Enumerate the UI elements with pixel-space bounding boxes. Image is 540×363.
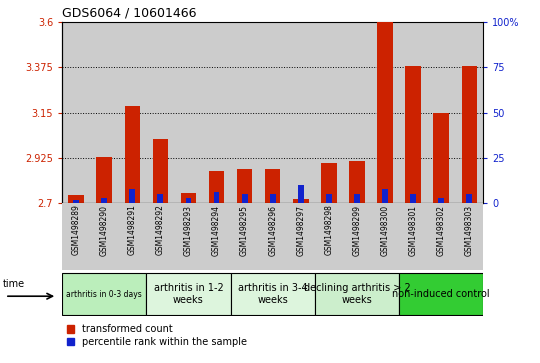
Text: GSM1498298: GSM1498298 [325, 205, 333, 256]
Text: GSM1498290: GSM1498290 [100, 205, 109, 256]
Bar [146, 203, 174, 270]
Bar [293, 199, 308, 203]
Bar [181, 193, 196, 203]
Text: GSM1498292: GSM1498292 [156, 205, 165, 256]
FancyBboxPatch shape [146, 273, 231, 315]
Text: arthritis in 0-3 days: arthritis in 0-3 days [66, 290, 142, 298]
Bar [399, 22, 427, 203]
Bar [287, 203, 315, 270]
Bar [146, 22, 174, 203]
Text: GSM1498299: GSM1498299 [353, 205, 361, 256]
Bar [174, 22, 202, 203]
Bar [62, 22, 90, 203]
Bar [321, 163, 336, 203]
Bar [62, 203, 90, 270]
Bar [427, 203, 455, 270]
FancyBboxPatch shape [399, 273, 483, 315]
Bar [467, 194, 472, 203]
Bar [462, 66, 477, 203]
Bar [270, 194, 275, 203]
Legend: transformed count, percentile rank within the sample: transformed count, percentile rank withi… [67, 324, 247, 347]
Text: GSM1498289: GSM1498289 [72, 205, 80, 256]
Bar [399, 203, 427, 270]
Bar [237, 169, 252, 203]
Bar [73, 200, 79, 203]
Text: GSM1498293: GSM1498293 [184, 205, 193, 256]
Bar [202, 203, 231, 270]
Text: GSM1498296: GSM1498296 [268, 205, 277, 256]
Text: non-induced control: non-induced control [393, 289, 490, 299]
Bar [371, 22, 399, 203]
Bar [377, 22, 393, 203]
Text: arthritis in 3-4
weeks: arthritis in 3-4 weeks [238, 283, 307, 305]
Bar [455, 203, 483, 270]
Bar [259, 203, 287, 270]
Bar [69, 195, 84, 203]
Bar [130, 189, 135, 203]
Text: arthritis in 1-2
weeks: arthritis in 1-2 weeks [153, 283, 224, 305]
Bar [410, 194, 416, 203]
Bar [455, 22, 483, 203]
Text: time: time [3, 280, 25, 289]
Bar [371, 203, 399, 270]
Bar [118, 203, 146, 270]
Bar [349, 161, 364, 203]
Bar [214, 192, 219, 203]
Text: GSM1498295: GSM1498295 [240, 205, 249, 256]
Bar [382, 189, 388, 203]
Bar [202, 22, 231, 203]
Bar [298, 185, 303, 203]
Bar [287, 22, 315, 203]
Text: GSM1498303: GSM1498303 [465, 205, 474, 256]
Bar [242, 194, 247, 203]
Text: GSM1498291: GSM1498291 [128, 205, 137, 256]
Bar [315, 22, 343, 203]
Bar [326, 194, 332, 203]
Bar [153, 139, 168, 203]
Bar [97, 157, 112, 203]
Bar [118, 22, 146, 203]
Text: GSM1498302: GSM1498302 [437, 205, 445, 256]
Text: GSM1498300: GSM1498300 [381, 205, 389, 256]
Bar [343, 203, 371, 270]
Text: GSM1498294: GSM1498294 [212, 205, 221, 256]
Bar [427, 22, 455, 203]
Bar [343, 22, 371, 203]
Text: GDS6064 / 10601466: GDS6064 / 10601466 [62, 6, 197, 19]
Text: GSM1498297: GSM1498297 [296, 205, 305, 256]
Bar [158, 194, 163, 203]
Bar [231, 22, 259, 203]
FancyBboxPatch shape [315, 273, 399, 315]
Bar [102, 198, 107, 203]
Bar [434, 113, 449, 203]
Bar [209, 171, 224, 203]
Bar [90, 203, 118, 270]
Bar [406, 66, 421, 203]
Text: declining arthritis > 2
weeks: declining arthritis > 2 weeks [303, 283, 410, 305]
Bar [174, 203, 202, 270]
Bar [354, 194, 360, 203]
FancyBboxPatch shape [62, 273, 146, 315]
Bar [438, 198, 444, 203]
Bar [315, 203, 343, 270]
FancyBboxPatch shape [231, 273, 315, 315]
Bar [90, 22, 118, 203]
Bar [265, 169, 280, 203]
Bar [231, 203, 259, 270]
Bar [259, 22, 287, 203]
Bar [125, 106, 140, 203]
Bar [186, 198, 191, 203]
Text: GSM1498301: GSM1498301 [409, 205, 417, 256]
